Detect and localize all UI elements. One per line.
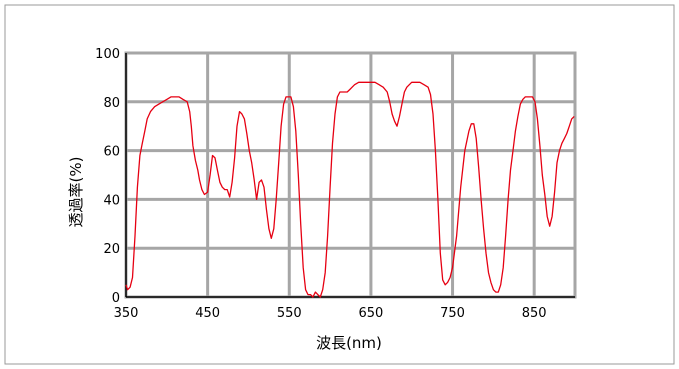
x-tick-label-750: 750 (440, 306, 465, 321)
plot-frame (124, 51, 577, 299)
x-tick-label-650: 650 (358, 306, 383, 321)
x-tick-label-550: 550 (277, 306, 302, 321)
x-tick-labels: 350 450 550 650 750 850 (114, 306, 547, 321)
x-axis-label: 波長(nm) (316, 334, 382, 352)
y-tick-label-20: 20 (103, 242, 120, 257)
x-tick-label-350: 350 (114, 306, 139, 321)
y-tick-label-80: 80 (103, 96, 120, 111)
x-tick-label-850: 850 (522, 306, 547, 321)
x-tick-label-450: 450 (195, 306, 220, 321)
y-tick-label-40: 40 (103, 193, 120, 208)
y-axis-label: 透過率(%) (67, 157, 85, 228)
series-line-1 (125, 81, 575, 298)
y-tick-label-60: 60 (103, 145, 120, 160)
y-tick-label-100: 100 (95, 47, 120, 62)
series-layer (125, 81, 575, 298)
y-tick-labels: 0 20 40 60 80 100 (95, 47, 120, 306)
y-tick-label-0: 0 (112, 291, 120, 306)
